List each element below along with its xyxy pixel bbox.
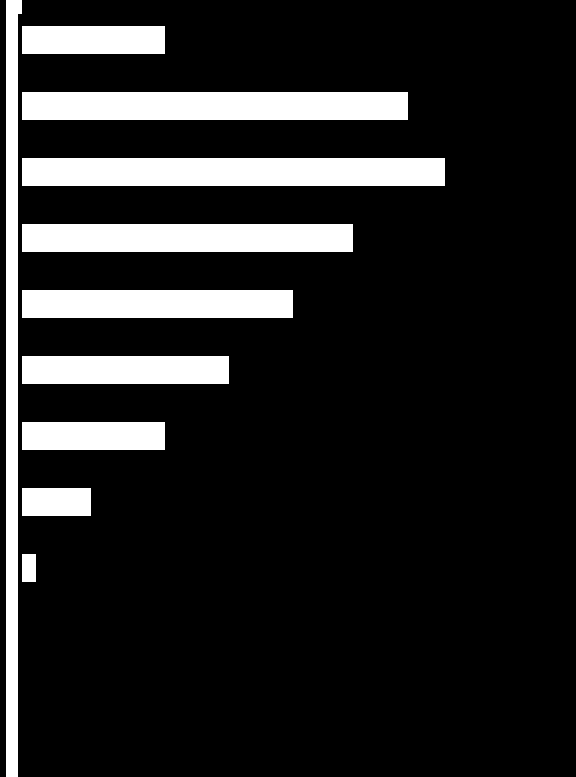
- bar: [22, 92, 408, 120]
- bar: [22, 488, 91, 516]
- bar-row: [22, 14, 576, 80]
- bar-row: [22, 146, 576, 212]
- bar: [22, 290, 293, 318]
- bar-row: [22, 608, 576, 674]
- bar-row: [22, 278, 576, 344]
- x-axis-origin-tick: [22, 752, 32, 760]
- horizontal-bar-chart: [0, 0, 576, 777]
- bar: [22, 26, 165, 54]
- bar-row: [22, 80, 576, 146]
- bar-row: [22, 476, 576, 542]
- bar-row: [22, 212, 576, 278]
- bar: [22, 356, 229, 384]
- bar: [22, 158, 445, 186]
- bar: [22, 422, 165, 450]
- bar-row: [22, 344, 576, 410]
- bar: [22, 224, 353, 252]
- bar: [22, 554, 36, 582]
- bar-row: [22, 410, 576, 476]
- bar-row: [22, 674, 576, 740]
- bar-row: [22, 542, 576, 608]
- plot-area: [22, 14, 576, 777]
